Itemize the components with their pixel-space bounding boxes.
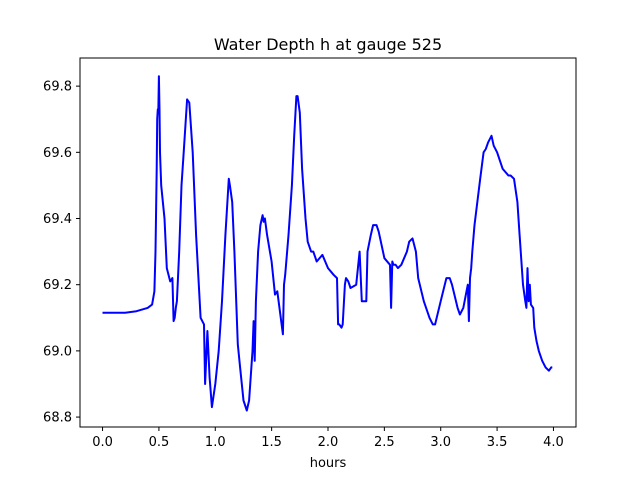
y-tick-label: 69.2 — [43, 278, 72, 293]
x-tick-label: 1.5 — [261, 435, 282, 450]
chart-title: Water Depth h at gauge 525 — [214, 35, 442, 54]
axes-frame — [79, 57, 577, 428]
y-tick-label: 69.0 — [43, 344, 72, 359]
plot-area — [102, 75, 553, 412]
series-line — [102, 75, 553, 412]
x-tick-label: 3.5 — [487, 435, 508, 450]
x-axis: 0.0 0.5 1.0 1.5 2.0 2.5 3.0 3.5 4.0 — [92, 427, 564, 450]
x-tick-label: 2.0 — [318, 435, 339, 450]
y-tick-label: 69.4 — [43, 212, 72, 227]
y-tick-label: 68.8 — [43, 411, 72, 426]
x-tick-label: 2.5 — [374, 435, 395, 450]
x-tick-label: 4.0 — [543, 435, 564, 450]
x-tick-label: 0.0 — [92, 435, 113, 450]
x-tick-label: 0.5 — [149, 435, 170, 450]
y-tick-label: 69.8 — [43, 80, 72, 95]
x-tick-label: 3.0 — [430, 435, 451, 450]
x-axis-label: hours — [310, 456, 347, 471]
y-tick-label: 69.6 — [43, 146, 72, 161]
y-axis: 68.8 69.0 69.2 69.4 69.6 69.8 — [43, 80, 80, 426]
x-tick-label: 1.0 — [205, 435, 226, 450]
